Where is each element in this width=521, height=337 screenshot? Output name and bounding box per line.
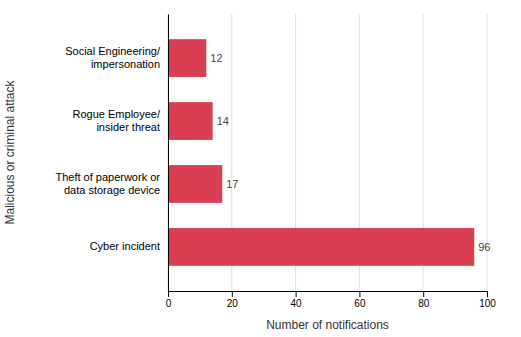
bar [168,39,206,77]
data-label: 96 [478,241,490,253]
tick-label: Theft of paperwork ordata storage device [55,171,160,196]
bar [168,102,213,140]
tick: 40 [291,291,303,309]
tick: 100 [479,291,496,309]
tick: 0 [166,291,172,309]
bar [168,228,474,266]
tick-label: 80 [418,298,430,309]
bars [168,39,474,266]
chart: 96 17 14 12 0 20 40 60 80 100 Cyber incident Theft … [0,0,521,337]
data-labels: 96 17 14 12 [210,52,490,253]
grid [168,14,487,291]
axis-line [169,292,488,298]
data-label: 14 [217,115,229,127]
bar [168,165,222,203]
tick-mark [168,291,169,297]
tick: Cyber incident [90,240,168,252]
tick-mark [232,291,233,297]
plot: 96 17 14 12 0 20 40 60 80 100 Cyber incident Theft … [55,14,496,309]
data-label: 12 [210,52,222,64]
tick-label: 20 [227,298,239,309]
tick-mark [359,291,360,297]
tick: Theft of paperwork ordata storage device [55,171,168,196]
tick-label: 0 [166,298,172,309]
x-axis: 0 20 40 60 80 100 [166,291,497,309]
tick: Rogue Employee/insider threat [73,108,168,133]
tick-mark [487,291,488,297]
data-label: 17 [226,178,238,190]
y-axis-title: Malicious or criminal attack [3,79,17,224]
tick-label: Social Engineering/impersonation [65,45,161,70]
tick-label: 100 [479,298,496,309]
tick-label: Rogue Employee/insider threat [73,108,161,133]
x-axis-title: Number of notifications [266,318,389,332]
axis-line [168,15,169,292]
tick-mark [296,291,297,297]
tick-label: 60 [354,298,366,309]
tick-label: Cyber incident [90,240,160,252]
tick: Social Engineering/impersonation [65,45,168,70]
tick-label: 40 [291,298,303,309]
tick: 60 [354,291,366,309]
y-axis: Cyber incident Theft of paperwork ordata … [55,15,168,292]
tick-mark [423,291,424,297]
tick: 20 [227,291,239,309]
grid-line [168,14,169,291]
tick: 80 [418,291,430,309]
